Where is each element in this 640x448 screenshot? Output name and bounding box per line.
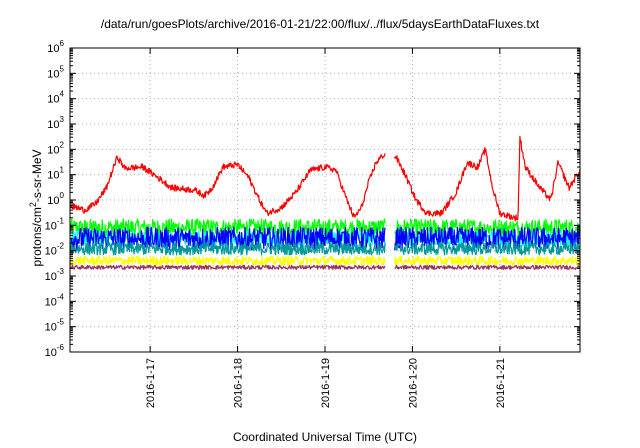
- y-tick-label: 103: [47, 115, 64, 131]
- y-tick-label: 10-6: [45, 343, 65, 359]
- y-tick-label: 10-3: [45, 267, 65, 283]
- x-tick-label: 2016-1-19: [320, 358, 332, 408]
- x-axis-label: Coordinated Universal Time (UTC): [232, 430, 418, 444]
- x-tick-label: 2016-1-18: [233, 358, 245, 408]
- y-tick-label: 10-2: [45, 242, 65, 258]
- y-tick-label: 10-5: [45, 318, 65, 334]
- y-tick-label: 102: [47, 140, 64, 156]
- x-tick-label: 2016-1-17: [145, 358, 157, 408]
- y-tick-label: 101: [47, 166, 64, 182]
- series-line: [69, 264, 581, 270]
- series-line: [69, 135, 581, 222]
- x-tick-label: 2016-1-20: [407, 358, 419, 408]
- y-tick-label: 104: [47, 90, 64, 106]
- series-line: [69, 255, 581, 266]
- y-tick-label: 105: [47, 64, 64, 80]
- series-layer: [69, 135, 581, 270]
- grid-lines: [70, 47, 580, 353]
- y-tick-label: 106: [47, 39, 64, 55]
- series-line: [69, 218, 581, 238]
- y-tick-label: 10-4: [45, 292, 65, 308]
- series-line: [69, 241, 581, 256]
- x-tick-label: 2016-1-21: [495, 358, 507, 408]
- y-tick-label: 10-1: [45, 216, 65, 232]
- y-axis-label: protons/cm2-s-sr-MeV: [28, 149, 44, 267]
- y-tick-label: 100: [47, 191, 64, 207]
- axis-ticks: 10-6 10-5 10-4 10-3 10-2 10-1 100 101 102 103 104 1…: [45, 39, 580, 408]
- chart-title: /data/run/goesPlots/archive/2016-01-21/2…: [100, 17, 540, 31]
